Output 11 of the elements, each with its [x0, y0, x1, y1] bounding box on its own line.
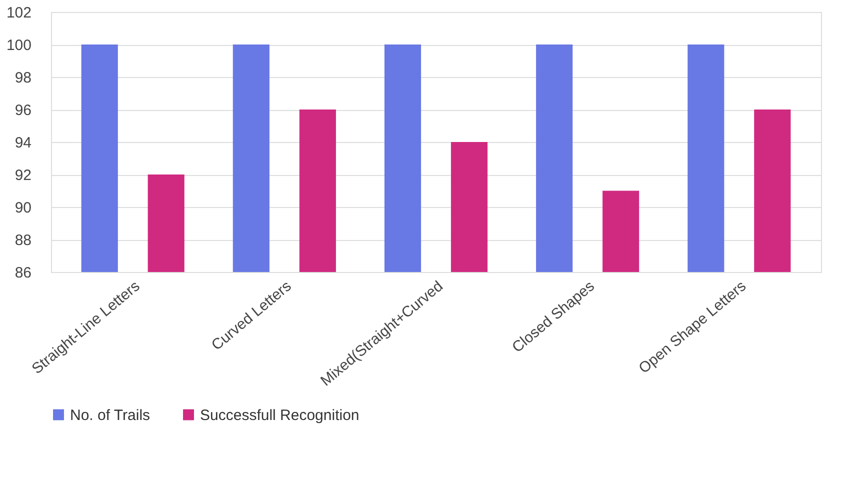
legend-label: Successfull Recognition [200, 406, 360, 424]
y-tick-label: 90 [14, 200, 32, 216]
y-tick-label: 102 [6, 4, 32, 22]
y-tick-label: 98 [14, 70, 32, 86]
y-tick-label: 100 [6, 37, 32, 54]
y-tick-label: 92 [14, 167, 32, 184]
y-tick-label: 86 [14, 264, 32, 282]
y-tick-label: 88 [14, 232, 32, 249]
y-tick-label: 94 [14, 134, 32, 152]
y-tick-label: 96 [14, 102, 32, 119]
legend-label: No. of Trails [70, 406, 150, 424]
